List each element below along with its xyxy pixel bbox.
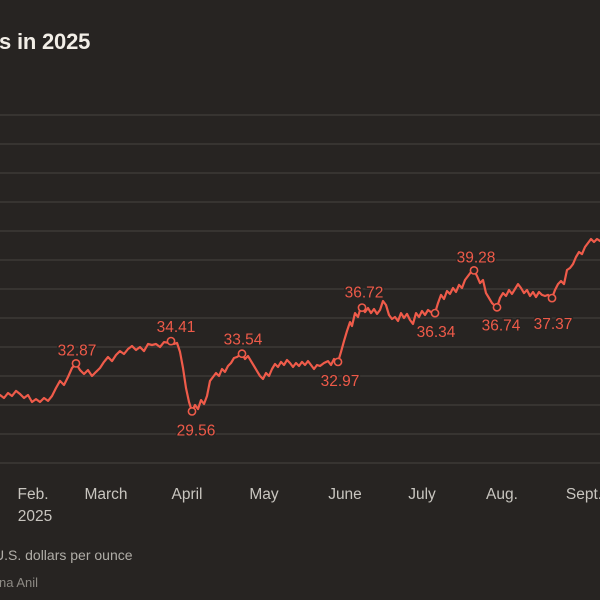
data-label: 34.41 [157, 319, 196, 336]
data-point-marker [469, 265, 479, 275]
x-axis-label: July [408, 486, 436, 503]
data-label: 36.72 [345, 285, 384, 302]
x-axis-label: May [249, 486, 279, 503]
data-point-marker [237, 349, 247, 359]
data-point-marker [357, 303, 367, 312]
data-label: 32.97 [321, 373, 360, 390]
x-axis-label: March [84, 486, 127, 503]
data-point-marker [492, 302, 502, 312]
credit-line: na Anil [0, 575, 39, 590]
price-line-chart: 32.87 34.41 29.56 33.54 32.97 36.72 36.34 39.28… [0, 114, 600, 525]
data-point-marker [187, 406, 197, 416]
data-label: 33.54 [224, 332, 263, 349]
data-point-marker [430, 308, 440, 318]
x-axis-year-label: 2025 [18, 508, 52, 525]
data-label: 29.56 [177, 422, 216, 439]
data-point-marker [333, 357, 343, 367]
data-label: 36.34 [417, 324, 456, 341]
price-line [0, 237, 600, 413]
data-label: 37.37 [534, 316, 573, 333]
x-axis-label: April [171, 486, 202, 503]
x-axis-label: Sept. [566, 486, 600, 503]
x-axis-label: June [328, 486, 362, 503]
data-label: 36.74 [482, 317, 521, 334]
chart-title: s in 2025 [0, 28, 91, 54]
data-point-marker [166, 336, 176, 346]
unit-note: U.S. dollars per ounce [0, 547, 133, 563]
data-label: 32.87 [58, 342, 97, 359]
data-label: 39.28 [457, 249, 496, 266]
x-axis-label: Aug. [486, 486, 518, 503]
data-point-marker [547, 293, 557, 303]
x-axis-label: Feb. [17, 486, 48, 503]
data-point-marker [71, 358, 81, 368]
